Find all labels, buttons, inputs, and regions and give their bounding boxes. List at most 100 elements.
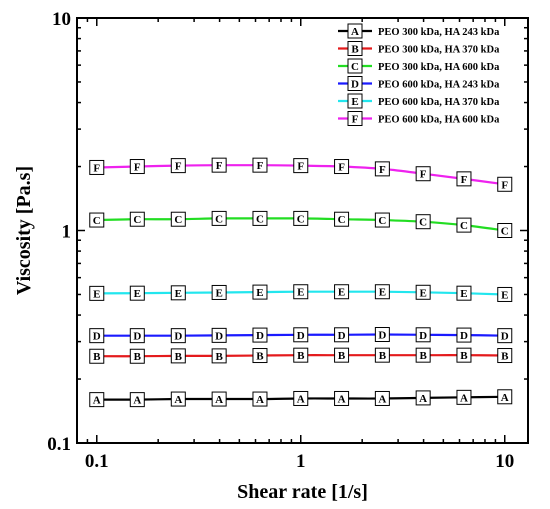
legend-marker: B [347, 41, 363, 56]
data-point: C [456, 217, 472, 233]
marker-box [89, 328, 105, 344]
data-point: C [129, 211, 145, 227]
marker-box [293, 158, 309, 174]
marker-label: F [379, 164, 386, 176]
x-tick-label: 10 [495, 451, 514, 472]
marker-box [170, 211, 186, 227]
data-point: F [170, 158, 186, 174]
marker-box [252, 391, 268, 407]
data-point: B [170, 348, 186, 364]
data-point: B [89, 348, 105, 364]
marker-label: E [379, 287, 386, 299]
marker-label: B [460, 350, 468, 362]
marker-label: F [257, 160, 264, 172]
marker-box [415, 347, 431, 363]
marker-box [347, 93, 363, 109]
marker-box [170, 391, 186, 407]
legend-entry: F PEO 600 kDa, HA 600 kDa [338, 111, 500, 126]
marker-box [211, 284, 227, 300]
marker-label: B [419, 350, 427, 362]
marker-box [211, 210, 227, 226]
marker-label: B [256, 351, 264, 363]
marker-box [129, 328, 145, 344]
marker-box [129, 392, 145, 408]
marker-box [374, 327, 390, 343]
data-point: A [334, 390, 350, 406]
marker-label: C [256, 213, 264, 225]
marker-label: D [297, 330, 305, 342]
marker-label: D [460, 330, 468, 342]
marker-box [415, 284, 431, 300]
data-point: A [170, 391, 186, 407]
marker-box [497, 223, 513, 238]
marker-label: B [175, 351, 183, 363]
marker-label: A [351, 26, 359, 38]
data-point: E [129, 285, 145, 301]
legend-marker: F [347, 111, 363, 126]
marker-label: F [352, 114, 359, 126]
marker-label: E [297, 287, 304, 299]
marker-box [293, 347, 309, 363]
data-point: A [415, 390, 431, 406]
marker-box [293, 390, 309, 406]
marker-box [89, 348, 105, 364]
marker-label: A [419, 393, 427, 405]
legend-label: PEO 600 kDa, HA 600 kDa [378, 115, 500, 126]
marker-label: B [501, 351, 509, 363]
data-point: B [129, 348, 145, 364]
data-point: A [211, 391, 227, 407]
marker-label: A [215, 394, 223, 406]
marker-label: E [460, 288, 467, 300]
marker-box [456, 347, 472, 363]
legend-label: PEO 300 kDa, HA 600 kDa [378, 62, 500, 73]
marker-box [347, 23, 363, 39]
data-point: A [129, 392, 145, 408]
marker-box [347, 76, 363, 91]
marker-label: C [501, 226, 509, 238]
marker-box [497, 348, 513, 364]
marker-label: E [93, 288, 100, 300]
marker-box [293, 327, 309, 343]
marker-label: B [215, 351, 223, 363]
marker-box [170, 328, 186, 344]
data-point: E [211, 284, 227, 300]
marker-box [252, 157, 268, 173]
marker-label: C [419, 217, 427, 229]
data-point: D [170, 328, 186, 344]
data-point: A [497, 389, 513, 405]
marker-box [497, 286, 513, 302]
marker-box [293, 210, 309, 226]
data-point: C [293, 210, 309, 226]
data-point: F [129, 159, 145, 175]
marker-label: D [351, 79, 359, 91]
marker-label: E [215, 287, 222, 299]
data-point: C [497, 223, 513, 238]
legend-marker: C [347, 58, 363, 74]
marker-box [211, 327, 227, 343]
marker-label: B [351, 44, 359, 56]
marker-box [89, 212, 105, 228]
data-point: C [334, 211, 350, 227]
data-point: C [170, 211, 186, 227]
marker-box [129, 348, 145, 364]
marker-label: D [133, 331, 141, 343]
data-point: D [211, 327, 227, 343]
data-point: F [415, 166, 431, 182]
legend-entry: B PEO 300 kDa, HA 370 kDa [338, 41, 500, 56]
marker-label: B [297, 350, 305, 362]
marker-label: C [215, 213, 223, 225]
marker-label: B [379, 350, 387, 362]
marker-box [89, 285, 105, 301]
data-point: E [293, 284, 309, 300]
marker-label: B [134, 351, 142, 363]
marker-box [170, 348, 186, 364]
x-axis-label: Shear rate [1/s] [237, 481, 368, 503]
marker-label: F [461, 174, 468, 186]
axes: 0.1 1 10 0.1 1 10 [47, 9, 529, 472]
series-C: C C C C C C C C C C C [89, 210, 513, 238]
marker-box [334, 284, 350, 300]
data-point: A [293, 390, 309, 406]
marker-box [497, 389, 513, 405]
marker-label: C [338, 214, 346, 226]
